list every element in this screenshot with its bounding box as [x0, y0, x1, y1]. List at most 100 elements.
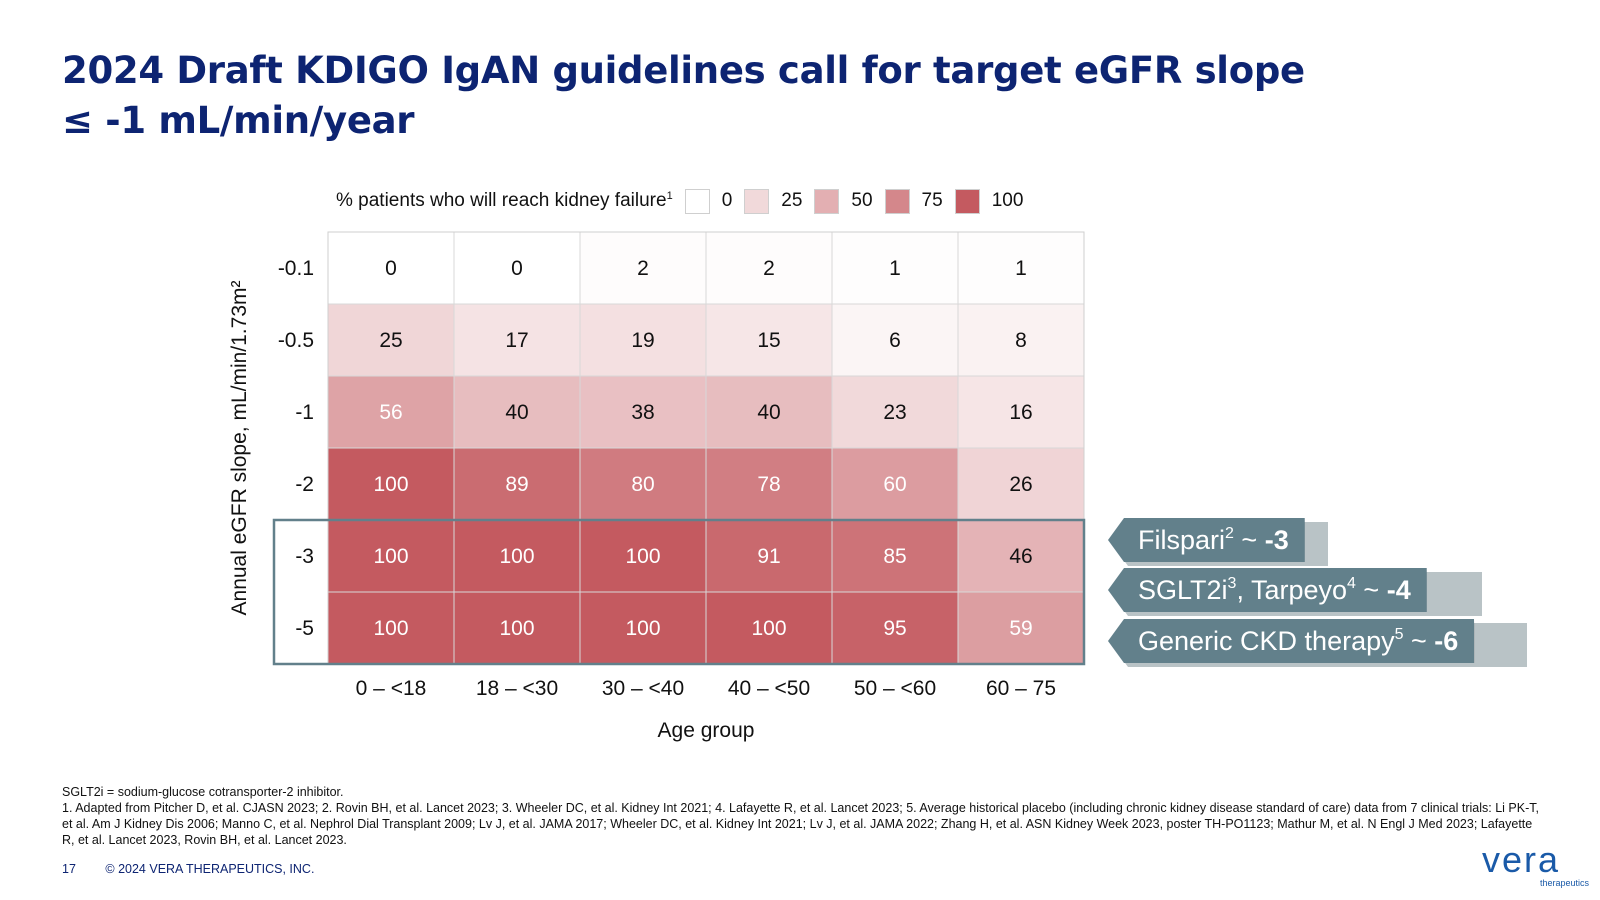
heatmap-value-r4-c1: 100	[499, 545, 534, 568]
heatmap-value-r4-c3: 91	[757, 545, 780, 568]
heatmap-value-r1-c3: 15	[757, 329, 780, 352]
legend-swatch-75	[884, 188, 910, 214]
heatmap-value-r3-c1: 89	[505, 473, 528, 496]
heatmap-value-r3-c5: 26	[1009, 473, 1032, 496]
heatmap-cell-r4-c5	[957, 519, 1085, 593]
heatmap-value-r2-c4: 23	[883, 401, 906, 424]
callout-generic-sup: 5	[1394, 626, 1404, 643]
callout-filspari-value: -3	[1264, 525, 1289, 555]
highlight-box	[272, 518, 1086, 666]
heatmap-cell-r2-c3	[705, 375, 833, 449]
heatmap-value-r2-c2: 38	[631, 401, 654, 424]
heatmap-value-r4-c0: 100	[373, 545, 408, 568]
heatmap-value-r4-c5: 46	[1009, 545, 1032, 568]
heatmap-value-r1-c5: 8	[1015, 329, 1027, 352]
legend-label-50: 50	[851, 190, 873, 211]
heatmap-cell-r5-c2	[579, 591, 707, 665]
copyright: © 2024 VERA THERAPEUTICS, INC.	[105, 862, 315, 876]
legend-label-0: 0	[721, 190, 733, 211]
heatmap-value-r4-c2: 100	[625, 545, 660, 568]
x-tick-label: 30 – <40	[602, 677, 684, 700]
legend-label-100: 100	[991, 190, 1024, 211]
callout-generic-ckd: Generic CKD therapy5 ~ -6	[1108, 619, 1475, 663]
heatmap-value-r2-c1: 40	[505, 401, 528, 424]
heatmap-cell-r2-c5	[957, 375, 1085, 449]
heatmap-cell-r3-c3	[705, 447, 833, 521]
callout-sglt2i-sup: 3	[1227, 575, 1237, 592]
heatmap-value-r2-c3: 40	[757, 401, 780, 424]
callout-tarpeyo-sup: 4	[1347, 575, 1356, 592]
heatmap-cell-r2-c1	[453, 375, 581, 449]
heatmap-cell-r0-c5	[957, 231, 1085, 305]
legend-swatch-0	[684, 188, 710, 214]
y-axis-label: Annual eGFR slope, mL/min/1.73m²	[228, 281, 251, 616]
heatmap-value-r1-c0: 25	[379, 329, 402, 352]
heatmap-value-r3-c4: 60	[883, 473, 906, 496]
logo-word: vera	[1482, 840, 1560, 880]
footnote-references: 1. Adapted from Pitcher D, et al. CJASN …	[62, 801, 1539, 847]
heatmap-value-r0-c4: 1	[889, 257, 901, 280]
logo-sub: therapeutics	[1540, 878, 1590, 888]
heatmap-value-r3-c2: 80	[631, 473, 654, 496]
legend-label-25: 25	[781, 190, 803, 211]
heatmap-value-r5-c5: 59	[1009, 617, 1032, 640]
legend-title-sup: 1	[666, 190, 673, 202]
legend-swatch-100	[954, 188, 980, 214]
page-number: 17	[62, 862, 76, 876]
callout-filspari-name: Filspari	[1138, 525, 1226, 555]
heatmap-cell-r3-c4	[831, 447, 959, 521]
title-line-1: 2024 Draft KDIGO IgAN guidelines call fo…	[62, 49, 1305, 92]
heatmap-value-r4-c4: 85	[883, 545, 906, 568]
heatmap-value-r5-c3: 100	[751, 617, 786, 640]
legend-label-75: 75	[921, 190, 943, 211]
heatmap-value-r5-c2: 100	[625, 617, 660, 640]
heatmap-cell-r5-c1	[453, 591, 581, 665]
heatmap-cell-r0-c3	[705, 231, 833, 305]
color-legend: % patients who will reach kidney failure…	[336, 186, 1035, 216]
heatmap-value-r1-c1: 17	[505, 329, 528, 352]
callout-sglt2i-tarpeyo: SGLT2i3, Tarpeyo4 ~ -4	[1108, 568, 1427, 612]
legend-title-text: % patients who will reach kidney failure	[336, 190, 667, 211]
slide-footer: 17 © 2024 VERA THERAPEUTICS, INC.	[62, 862, 314, 876]
heatmap-cell-r4-c2	[579, 519, 707, 593]
callout-tarpeyo-name: , Tarpeyo	[1236, 575, 1348, 605]
heatmap-value-r1-c4: 6	[889, 329, 901, 352]
callout-filspari-tilde: ~	[1233, 525, 1265, 555]
footnote-abbreviation: SGLT2i = sodium-glucose cotransporter-2 …	[62, 785, 344, 799]
heatmap-value-r2-c0: 56	[379, 401, 402, 424]
x-tick-label: 60 – 75	[986, 677, 1056, 700]
heatmap-cell-r1-c2	[579, 303, 707, 377]
heatmap-cell-r2-c0	[327, 375, 455, 449]
callout-generic-value: -6	[1434, 626, 1459, 656]
heatmap-value-r3-c3: 78	[757, 473, 780, 496]
y-tick-label: -0.1	[278, 257, 314, 280]
heatmap-cell-r5-c5	[957, 591, 1085, 665]
heatmap-cell-r1-c0	[327, 303, 455, 377]
heatmap-value-r5-c0: 100	[373, 617, 408, 640]
x-tick-label: 0 – <18	[356, 677, 427, 700]
legend-swatch-25	[744, 188, 770, 214]
x-axis-label: Age group	[658, 719, 755, 742]
heatmap-cell-r3-c0	[327, 447, 455, 521]
heatmap-value-r0-c5: 1	[1015, 257, 1027, 280]
legend-swatch-50	[814, 188, 840, 214]
heatmap-cell-r1-c1	[453, 303, 581, 377]
y-tick-label: -3	[295, 545, 314, 568]
legend-title: % patients who will reach kidney failure…	[336, 190, 673, 212]
callout-generic-name: Generic CKD therapy	[1138, 626, 1395, 656]
slide-title: 2024 Draft KDIGO IgAN guidelines call fo…	[62, 46, 1462, 146]
y-tick-label: -5	[295, 617, 314, 640]
footnotes: SGLT2i = sodium-glucose cotransporter-2 …	[62, 784, 1542, 848]
callout-filspari: Filspari2 ~ -3	[1108, 518, 1305, 562]
heatmap-cell-r1-c5	[957, 303, 1085, 377]
heatmap-value-r5-c1: 100	[499, 617, 534, 640]
heatmap-value-r0-c1: 0	[511, 257, 523, 280]
heatmap-cell-r5-c3	[705, 591, 833, 665]
heatmap-value-r2-c5: 16	[1009, 401, 1032, 424]
heatmap-value-r0-c2: 2	[637, 257, 649, 280]
heatmap-value-r3-c0: 100	[373, 473, 408, 496]
heatmap-cell-r4-c0	[327, 519, 455, 593]
heatmap-value-r1-c2: 19	[631, 329, 654, 352]
x-tick-label: 50 – <60	[854, 677, 936, 700]
